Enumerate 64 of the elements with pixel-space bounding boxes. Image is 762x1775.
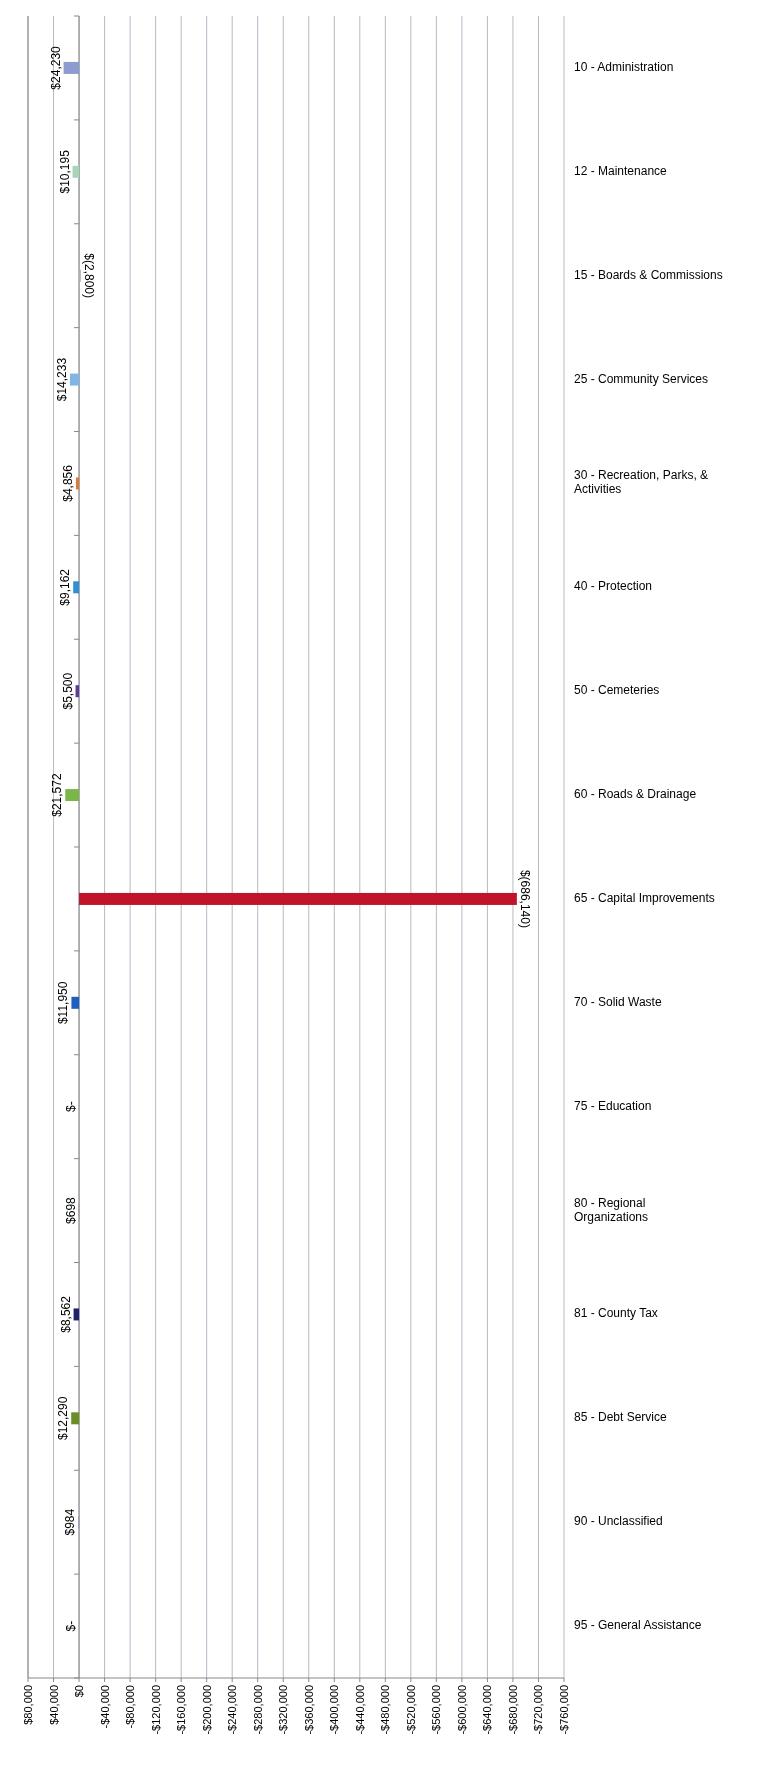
y-tick-label: 25 - Community Services xyxy=(574,371,709,386)
x-tick-label: -$440,000 xyxy=(353,1685,366,1735)
bar xyxy=(69,373,80,386)
y-tick-label: 30 - Recreation, Parks, & Activities xyxy=(574,468,709,497)
y-tick-label: 80 - Regional Organizations xyxy=(574,1195,649,1224)
bar xyxy=(73,581,80,594)
data-label: $9,162 xyxy=(58,568,73,606)
x-tick-label: -$760,000 xyxy=(558,1685,570,1735)
x-tick-label: -$640,000 xyxy=(481,1685,494,1735)
bar xyxy=(75,477,80,490)
bar xyxy=(72,165,80,178)
data-label: $21,572 xyxy=(50,773,65,817)
x-tick-label: $80,000 xyxy=(22,1685,34,1725)
y-tick-label: 10 - Administration xyxy=(574,60,674,75)
data-label: $- xyxy=(64,1620,79,1632)
y-tick-label: 65 - Capital Improvements xyxy=(574,891,715,906)
x-tick-label: -$280,000 xyxy=(251,1685,264,1735)
data-label: $8,562 xyxy=(58,1295,73,1333)
bar xyxy=(71,1412,80,1425)
data-label: $(686,140) xyxy=(517,869,532,928)
x-tick-label: -$560,000 xyxy=(430,1685,443,1735)
bar xyxy=(71,996,80,1009)
x-tick-label: -$480,000 xyxy=(379,1685,392,1735)
x-tick-label: $40,000 xyxy=(47,1685,60,1725)
bar xyxy=(73,1308,80,1321)
x-tick-label: -$40,000 xyxy=(98,1685,111,1729)
bar xyxy=(79,892,517,905)
data-label: $14,233 xyxy=(54,357,69,402)
x-tick-label: -$240,000 xyxy=(226,1685,239,1735)
y-tick-label: 90 - Unclassified xyxy=(574,1514,663,1529)
x-tick-label: -$160,000 xyxy=(175,1685,188,1735)
data-label: $4,856 xyxy=(60,464,75,502)
data-label: $11,950 xyxy=(56,981,71,1025)
data-label: $5,500 xyxy=(60,672,75,710)
x-tick-label: -$520,000 xyxy=(404,1685,417,1735)
bar xyxy=(65,789,80,802)
y-tick-label: 60 - Roads & Drainage xyxy=(574,787,697,802)
x-tick-label: -$120,000 xyxy=(149,1685,162,1735)
y-tick-label: 50 - Cemeteries xyxy=(574,683,660,698)
y-tick-label: 12 - Maintenance xyxy=(574,163,668,178)
data-label: $698 xyxy=(63,1196,78,1224)
data-label: $- xyxy=(64,1101,79,1113)
x-tick-label: -$80,000 xyxy=(124,1685,137,1729)
x-tick-label: -$720,000 xyxy=(532,1685,545,1735)
data-label: $984 xyxy=(63,1508,78,1536)
y-tick-label: 95 - General Assistance xyxy=(574,1618,702,1633)
y-tick-label: 70 - Solid Waste xyxy=(574,994,662,1009)
data-label: $24,230 xyxy=(48,45,63,90)
x-tick-label: -$600,000 xyxy=(455,1685,468,1735)
x-tick-label: -$400,000 xyxy=(328,1685,341,1735)
data-label: $10,195 xyxy=(57,149,72,194)
x-tick-label: $0 xyxy=(73,1685,86,1698)
x-tick-label: -$360,000 xyxy=(302,1685,315,1735)
x-tick-label: -$680,000 xyxy=(506,1685,519,1735)
data-label: $(2,800) xyxy=(81,253,96,299)
y-tick-label: 40 - Protection xyxy=(574,579,653,594)
y-tick-label: 75 - Education xyxy=(574,1098,652,1113)
bar xyxy=(63,61,80,74)
x-tick-label: -$320,000 xyxy=(277,1685,290,1735)
y-tick-label: 81 - County Tax xyxy=(574,1306,658,1321)
y-tick-label: 85 - Debt Service xyxy=(574,1410,668,1425)
y-tick-label: 15 - Boards & Commissions xyxy=(574,267,723,282)
x-tick-label: -$200,000 xyxy=(200,1685,213,1735)
data-label: $12,290 xyxy=(56,1396,71,1441)
